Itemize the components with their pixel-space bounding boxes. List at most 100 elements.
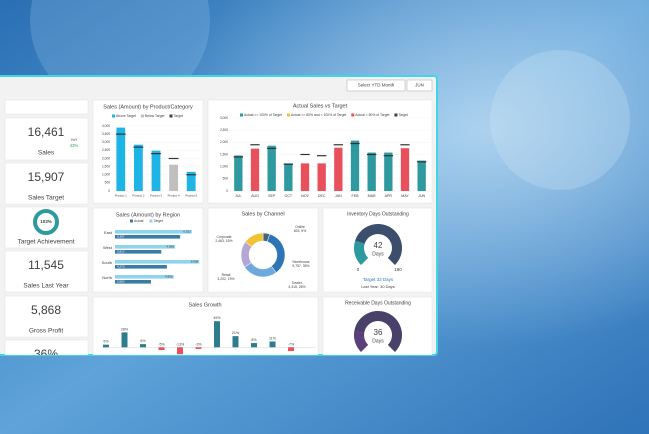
- data-label: -13%: [176, 342, 185, 346]
- button[interactable]: [346, 79, 406, 92]
- panel: [4, 99, 89, 115]
- data-label: -5%: [158, 342, 165, 346]
- kpi-value: 103%: [40, 219, 52, 224]
- y-tick-label: 2,500: [102, 148, 110, 152]
- data-label: 11%: [269, 336, 277, 340]
- chart-title: Sales Growth: [188, 302, 221, 308]
- y-tick-label: 3,000: [102, 140, 110, 144]
- x-tick-label: JAN: [335, 194, 342, 198]
- bar: [158, 347, 165, 350]
- gauge-min: 0: [357, 354, 360, 359]
- y-tick-label: 2,500: [220, 128, 228, 132]
- data-label: 6,322: [183, 230, 191, 234]
- bar: [267, 145, 276, 191]
- bar: [300, 163, 310, 191]
- chart-title: Sales (Amount) by Region: [116, 212, 180, 218]
- panel: [4, 206, 89, 249]
- bar: [115, 235, 181, 239]
- bar: [250, 148, 260, 191]
- bar: [116, 127, 126, 191]
- legend-label: Below Target: [145, 114, 165, 118]
- kpi-label: Target Achievement: [17, 239, 74, 246]
- legend-swatch: [130, 219, 133, 223]
- button-label: Select YTD Month: [358, 83, 395, 88]
- y-tick-label: 1,500: [220, 152, 228, 156]
- donut-slice: [244, 232, 264, 248]
- bar: [115, 230, 192, 234]
- gauge-rest: [355, 223, 403, 265]
- bar: [232, 336, 239, 348]
- kpi-value: 36%: [34, 347, 58, 361]
- data-label: 5,367: [117, 235, 125, 239]
- data-label: 6,938: [191, 260, 199, 264]
- x-tick-label: MAR: [368, 194, 376, 198]
- y-tick-label: West: [103, 245, 113, 250]
- gauge-last-year: Last Year: 30 Days: [361, 284, 395, 289]
- legend-label: Above Target: [116, 114, 136, 118]
- chart-title: Actual Sales vs Target: [293, 103, 348, 109]
- month-selector[interactable]: [406, 79, 433, 92]
- slice-label: 4,315, 26%: [288, 285, 305, 289]
- slice-name: Online: [295, 225, 305, 229]
- y-tick-label: 1,000: [220, 165, 228, 169]
- y-tick-label: 500: [105, 181, 111, 185]
- slice-name: Dealer: [292, 281, 303, 285]
- gauge-max: 180: [394, 267, 402, 272]
- panel: [322, 207, 433, 293]
- x-tick-label: JUL: [235, 194, 241, 198]
- panel: [92, 296, 319, 355]
- slice-label: 5,757, 35%: [292, 264, 309, 268]
- bar: [186, 171, 196, 191]
- bar: [334, 147, 343, 191]
- bar: [195, 347, 202, 349]
- legend-swatch: [287, 113, 291, 117]
- y-tick-label: 500: [223, 177, 229, 181]
- bar: [134, 144, 143, 191]
- month-label: JUN: [415, 83, 424, 88]
- kpi-label: Sales Target: [28, 195, 64, 202]
- kpi-value: 16,461: [28, 125, 65, 139]
- y-tick-label: 1,500: [102, 164, 110, 168]
- bar: [214, 321, 220, 348]
- bar: [151, 150, 161, 191]
- data-label: 4,275: [117, 265, 125, 269]
- chart-title: Sales by Channel: [241, 211, 284, 217]
- legend-label: Actual >= 80% and < 100% of Target: [291, 113, 346, 117]
- bar: [350, 140, 360, 191]
- bar: [115, 280, 151, 284]
- bar: [121, 332, 128, 348]
- y-tick-label: 4,000: [102, 124, 110, 128]
- yoy-value: 43%: [70, 143, 79, 148]
- panel: [4, 250, 89, 293]
- bar: [417, 160, 426, 191]
- panel: [4, 295, 89, 338]
- slice-label: 2,463, 15%: [215, 239, 232, 243]
- data-label: 28%: [121, 327, 129, 331]
- bar: [115, 260, 200, 264]
- slice-name: Retail: [222, 273, 231, 277]
- gauge-max: 180: [394, 354, 402, 359]
- data-label: 21%: [232, 331, 240, 335]
- slice-name: Corporate: [216, 235, 231, 239]
- gauge-value-label: 36: [374, 328, 383, 337]
- data-label: 3,812: [117, 250, 125, 254]
- y-tick-label: North: [102, 275, 112, 280]
- bar: [103, 344, 109, 348]
- x-tick-label: AUG: [251, 194, 259, 198]
- x-tick-label: Product 5: [185, 194, 197, 198]
- gauge-title: Inventory Days Outstanding: [347, 211, 409, 217]
- slice-name: Storehouse: [292, 260, 309, 264]
- bar: [400, 148, 410, 191]
- bar: [269, 341, 276, 348]
- gauge-value-label: 42: [374, 241, 383, 250]
- legend-swatch: [240, 113, 243, 117]
- gauge-value: [354, 240, 369, 265]
- kpi-label: Gross Profit: [29, 328, 64, 335]
- y-tick-label: 0: [108, 189, 110, 193]
- x-tick-label: OCT: [285, 194, 293, 198]
- bar: [115, 275, 174, 279]
- data-label: 49%: [213, 316, 221, 320]
- data-label: 5%: [103, 340, 109, 344]
- data-label: 4,955: [167, 245, 175, 249]
